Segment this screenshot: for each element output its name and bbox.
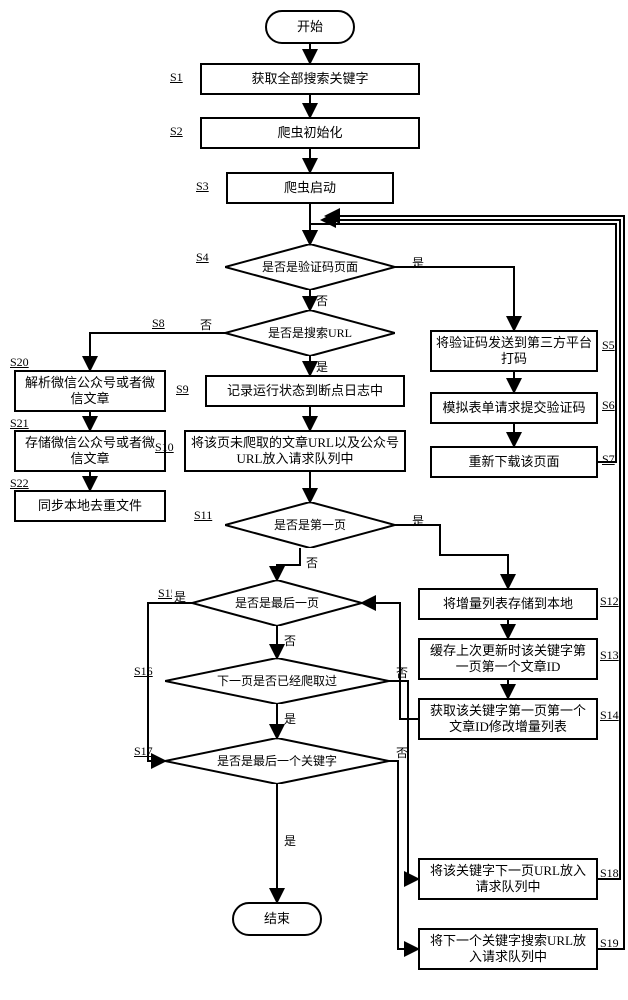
step-s12: S12 — [600, 594, 619, 609]
step-s9: S9 — [176, 382, 189, 397]
step-s4: S4 — [196, 250, 209, 265]
step-s11: S11 — [194, 508, 212, 523]
end-terminal: 结束 — [232, 902, 322, 936]
s3-process: 爬虫启动 — [226, 172, 394, 204]
step-s17: S17 — [134, 744, 153, 759]
step-s13: S13 — [600, 648, 619, 663]
s11-decision: 是否是第一页 — [225, 502, 395, 548]
s15-no: 否 — [282, 632, 298, 649]
s11-yes: 是 — [410, 512, 426, 529]
s4-label: 是否是验证码页面 — [262, 260, 358, 275]
s15-label: 是否是最后一页 — [235, 596, 319, 611]
s2-process: 爬虫初始化 — [200, 117, 420, 149]
s5-process: 将验证码发送到第三方平台打码 — [430, 330, 598, 372]
s8-no: 否 — [198, 316, 214, 333]
s7-process: 重新下载该页面 — [430, 446, 598, 478]
s22-process: 同步本地去重文件 — [14, 490, 166, 522]
s10-process: 将该页未爬取的文章URL以及公众号URL放入请求队列中 — [184, 430, 406, 472]
step-s18: S18 — [600, 866, 619, 881]
step-s20: S20 — [10, 355, 29, 370]
s17-label: 是否是最后一个关键字 — [217, 754, 337, 769]
step-s5: S5 — [602, 338, 615, 353]
s11-no: 否 — [304, 554, 320, 571]
s17-decision: 是否是最后一个关键字 — [165, 738, 389, 784]
s1-process: 获取全部搜索关键字 — [200, 63, 420, 95]
step-s21: S21 — [10, 416, 29, 431]
s9-process: 记录运行状态到断点日志中 — [205, 375, 405, 407]
s8-yes: 是 — [314, 358, 330, 375]
step-s16: S16 — [134, 664, 153, 679]
s4-no: 否 — [314, 292, 330, 309]
s16-yes: 是 — [282, 710, 298, 727]
s16-no: 否 — [394, 664, 410, 681]
start-terminal: 开始 — [265, 10, 355, 44]
s14-process: 获取该关键字第一页第一个文章ID修改增量列表 — [418, 698, 598, 740]
s8-decision: 是否是搜索URL — [225, 310, 395, 356]
step-s3: S3 — [196, 179, 209, 194]
s18-process: 将该关键字下一页URL放入请求队列中 — [418, 858, 598, 900]
s20-process: 解析微信公众号或者微信文章 — [14, 370, 166, 412]
s4-yes: 是 — [410, 254, 426, 271]
step-s1: S1 — [170, 70, 183, 85]
s17-yes: 是 — [282, 832, 298, 849]
step-s8: S8 — [152, 316, 165, 331]
s6-process: 模拟表单请求提交验证码 — [430, 392, 598, 424]
s16-decision: 下一页是否已经爬取过 — [165, 658, 389, 704]
s15-yes: 是 — [172, 588, 188, 605]
s12-process: 将增量列表存储到本地 — [418, 588, 598, 620]
step-s2: S2 — [170, 124, 183, 139]
step-s10: S10 — [155, 440, 174, 455]
step-s14: S14 — [600, 708, 619, 723]
s13-process: 缓存上次更新时该关键字第一页第一个文章ID — [418, 638, 598, 680]
s8-label: 是否是搜索URL — [268, 326, 352, 341]
step-s6: S6 — [602, 398, 615, 413]
s21-process: 存储微信公众号或者微信文章 — [14, 430, 166, 472]
s16-label: 下一页是否已经爬取过 — [217, 674, 337, 689]
step-s19: S19 — [600, 936, 619, 951]
s19-process: 将下一个关键字搜索URL放入请求队列中 — [418, 928, 598, 970]
step-s22: S22 — [10, 476, 29, 491]
s15-decision: 是否是最后一页 — [192, 580, 362, 626]
s17-no: 否 — [394, 744, 410, 761]
s4-decision: 是否是验证码页面 — [225, 244, 395, 290]
s11-label: 是否是第一页 — [274, 518, 346, 533]
step-s7: S7 — [602, 452, 615, 467]
